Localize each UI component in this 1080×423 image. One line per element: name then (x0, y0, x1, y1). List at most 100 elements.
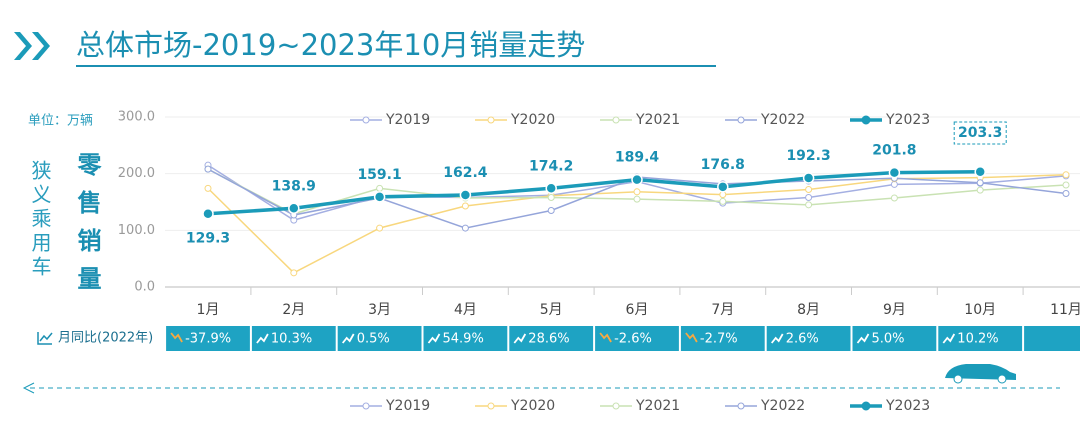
legend-label: Y2022 (760, 398, 805, 414)
point (802, 172, 815, 184)
point (547, 207, 555, 214)
yoy-value: -37.9% (185, 332, 231, 347)
series-line (207, 170, 981, 216)
point (1062, 190, 1070, 197)
legend-marker (861, 115, 871, 125)
x-tick-label: 2月 (282, 302, 305, 318)
point (545, 182, 557, 195)
yoy-value: 5.0% (872, 332, 905, 347)
point (204, 165, 212, 173)
legend-marker (612, 402, 620, 410)
trend-icon (513, 333, 527, 344)
y-tick-label: 200.0 (118, 166, 155, 181)
yoy-value: 0.5% (357, 332, 390, 347)
point (290, 269, 298, 277)
data-label: 174.2 (529, 158, 573, 174)
side-label: 狭义乘用车 (28, 160, 52, 280)
point (633, 195, 641, 203)
yoy-value: -2.7% (700, 332, 738, 347)
x-tick-label: 7月 (711, 302, 734, 318)
data-label: 203.3 (958, 125, 1002, 141)
legend-label: Y2020 (510, 112, 555, 128)
legend-label: Y2021 (635, 112, 680, 128)
chart-title: 总体市场-2019~2023年10月销量走势 (76, 28, 585, 62)
car-wheel (953, 374, 963, 384)
data-label: 129.3 (186, 231, 230, 247)
point (373, 191, 386, 203)
point (717, 181, 729, 193)
legend-label: Y2021 (635, 398, 680, 414)
point (976, 186, 984, 194)
x-tick-label: 10月 (964, 302, 996, 318)
point (376, 224, 384, 232)
point (976, 179, 984, 187)
point (1062, 171, 1070, 179)
trend-icon (256, 333, 269, 344)
trend-icon (942, 333, 956, 344)
trend-icon (170, 332, 183, 343)
x-tick-label: 9月 (883, 302, 906, 318)
yoy-label: 月同比(2022年) (58, 331, 153, 346)
legend-label: Y2019 (385, 398, 430, 414)
x-tick-label: 8月 (797, 302, 820, 318)
legend-marker (737, 116, 745, 124)
legend-label: Y2020 (510, 398, 555, 414)
point (461, 202, 469, 210)
point (888, 166, 901, 179)
legend-marker (487, 402, 495, 410)
point (805, 201, 813, 209)
x-tick-label: 6月 (626, 302, 649, 318)
legend-marker (861, 401, 871, 411)
trend-icon (599, 332, 612, 343)
point (974, 166, 986, 178)
point (376, 184, 384, 192)
x-tick-label: 11月 (1050, 302, 1080, 318)
point (633, 188, 641, 196)
legend-marker (487, 116, 495, 124)
y-tick-label: 100.0 (118, 223, 155, 238)
data-label: 162.4 (443, 165, 488, 181)
point (1062, 181, 1070, 189)
chevron-icon (14, 32, 50, 60)
data-label: 189.4 (615, 150, 660, 166)
legend-label: Y2023 (885, 398, 930, 414)
data-label: 138.9 (272, 178, 316, 194)
data-label: 201.8 (872, 143, 916, 159)
trend-icon (341, 333, 355, 344)
trend-icon (685, 332, 698, 343)
point (805, 186, 813, 194)
y-label: 零售销量 (73, 152, 101, 304)
data-label: 176.8 (701, 157, 745, 173)
legend-label: Y2019 (385, 112, 430, 128)
car-wheel (997, 374, 1007, 384)
arrow-head (22, 382, 35, 394)
trend-icon (856, 333, 870, 344)
yoy-value: 28.6% (528, 332, 569, 347)
point (202, 207, 214, 220)
yoy-value: -2.6% (614, 332, 652, 347)
legend-marker (362, 116, 370, 124)
point (719, 197, 727, 205)
point (459, 189, 472, 201)
car-icon (945, 364, 1016, 380)
yoy-cell (1024, 326, 1080, 351)
y-tick-label: 0.0 (134, 280, 155, 295)
trend-icon (427, 333, 441, 344)
legend-marker (612, 116, 620, 124)
point (204, 184, 212, 192)
unit-label: 单位：万辆 (28, 114, 93, 129)
legend-marker (737, 402, 745, 410)
label-box (953, 121, 1007, 145)
yoy-value: 54.9% (443, 332, 484, 347)
yoy-value: 2.6% (786, 332, 819, 347)
point (461, 224, 469, 232)
point (288, 202, 300, 215)
x-tick-label: 3月 (368, 302, 391, 318)
y-tick-label: 300.0 (118, 110, 155, 125)
legend-label: Y2022 (760, 112, 805, 128)
point (547, 193, 555, 201)
point (631, 173, 643, 186)
x-tick-label: 4月 (454, 302, 477, 318)
